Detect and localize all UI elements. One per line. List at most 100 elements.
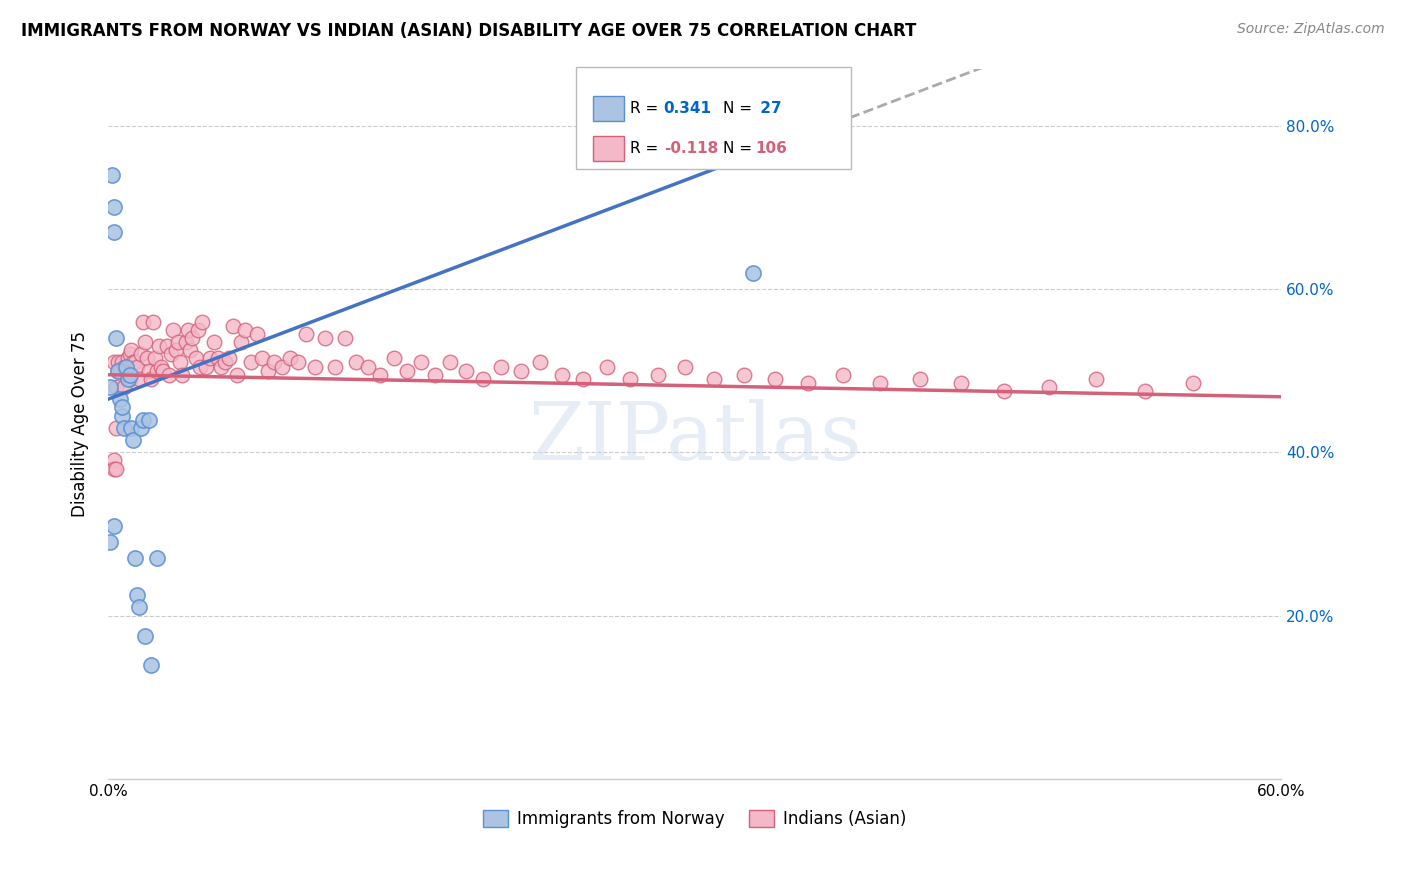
Point [294, 326, 316, 341]
Point [103, 453, 125, 467]
Point [287, 355, 309, 369]
Point [187, 323, 209, 337]
Point [101, 168, 124, 182]
Point [162, 323, 184, 337]
Point [194, 359, 217, 374]
Point [333, 331, 356, 345]
Point [103, 355, 125, 369]
Point [122, 433, 145, 447]
Point [117, 372, 139, 386]
Point [423, 368, 446, 382]
Point [252, 351, 274, 366]
Point [127, 588, 149, 602]
Point [454, 364, 477, 378]
Point [323, 359, 346, 374]
Point [127, 359, 149, 374]
Point [139, 657, 162, 672]
Point [98, 535, 121, 549]
Point [703, 372, 725, 386]
Point [673, 359, 696, 374]
Point [132, 315, 155, 329]
Point [120, 343, 142, 358]
Point [118, 347, 141, 361]
Point [263, 355, 285, 369]
Point [146, 364, 169, 378]
Y-axis label: Disability Age Over 75: Disability Age Over 75 [72, 331, 89, 516]
Point [229, 334, 252, 349]
Point [439, 355, 461, 369]
Point [134, 629, 156, 643]
Point [107, 364, 129, 378]
Point [472, 372, 495, 386]
Point [239, 355, 262, 369]
Point [1133, 384, 1156, 398]
Point [148, 339, 170, 353]
Text: ZIPatlas: ZIPatlas [527, 399, 862, 477]
Point [114, 364, 136, 378]
Point [181, 331, 204, 345]
Point [198, 351, 221, 366]
Point [128, 600, 150, 615]
Point [382, 351, 405, 366]
Point [226, 368, 249, 382]
Point [207, 351, 229, 366]
Point [138, 412, 160, 426]
Point [118, 372, 141, 386]
Point [949, 376, 972, 390]
Legend: Immigrants from Norway, Indians (Asian): Immigrants from Norway, Indians (Asian) [477, 803, 912, 835]
Point [103, 200, 125, 214]
Point [104, 461, 127, 475]
Point [120, 421, 142, 435]
Point [111, 409, 134, 423]
Point [169, 355, 191, 369]
Text: N =: N = [723, 101, 756, 116]
Point [159, 347, 181, 361]
Point [108, 364, 131, 378]
Point [149, 359, 172, 374]
Point [742, 266, 765, 280]
Point [209, 359, 232, 374]
Point [136, 351, 159, 366]
Point [104, 380, 127, 394]
Point [572, 372, 595, 386]
Text: 0.341: 0.341 [664, 101, 711, 116]
Point [188, 359, 211, 374]
Point [278, 351, 301, 366]
Point [156, 339, 179, 353]
Text: -0.118: -0.118 [664, 141, 718, 155]
Point [129, 421, 152, 435]
Point [763, 372, 786, 386]
Point [595, 359, 617, 374]
Point [124, 551, 146, 566]
Point [152, 364, 174, 378]
Point [304, 359, 326, 374]
Point [246, 326, 269, 341]
Point [111, 401, 134, 415]
Point [214, 355, 236, 369]
Point [233, 323, 256, 337]
Point [142, 315, 165, 329]
Point [908, 372, 931, 386]
Text: R =: R = [630, 141, 664, 155]
Point [271, 359, 294, 374]
Point [222, 318, 245, 333]
Point [117, 351, 139, 366]
Point [128, 372, 150, 386]
Text: IMMIGRANTS FROM NORWAY VS INDIAN (ASIAN) DISABILITY AGE OVER 75 CORRELATION CHAR: IMMIGRANTS FROM NORWAY VS INDIAN (ASIAN)… [21, 22, 917, 40]
Point [869, 376, 891, 390]
Point [124, 355, 146, 369]
Point [409, 355, 432, 369]
Point [112, 380, 135, 394]
Point [138, 364, 160, 378]
Point [117, 368, 139, 382]
Text: Source: ZipAtlas.com: Source: ZipAtlas.com [1237, 22, 1385, 37]
Point [529, 355, 551, 369]
Point [191, 315, 214, 329]
Point [104, 421, 127, 435]
Point [98, 380, 121, 394]
Point [129, 347, 152, 361]
Text: 106: 106 [755, 141, 787, 155]
Point [489, 359, 512, 374]
Point [368, 368, 391, 382]
Text: N =: N = [723, 141, 756, 155]
